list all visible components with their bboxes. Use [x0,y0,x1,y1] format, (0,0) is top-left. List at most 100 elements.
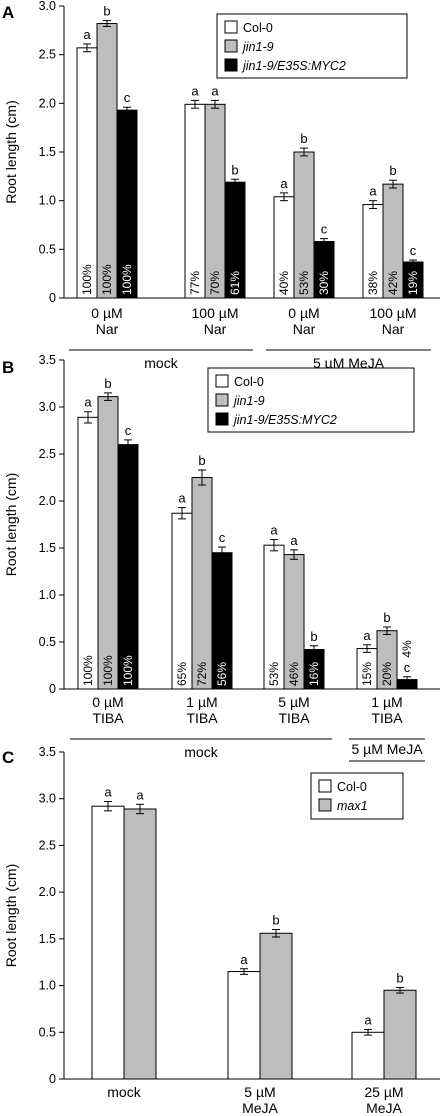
x-category-label: 0 µM [92,694,123,710]
y-axis-label: Root length (cm) [3,473,19,576]
bar [96,23,118,299]
y-tick-label: 2.0 [39,494,56,508]
legend-swatch [224,39,238,53]
y-axis-label: Root length (cm) [3,864,19,967]
percentage-label: 40% [277,271,291,295]
y-tick-label: 2.0 [39,885,56,899]
bar [123,808,157,1080]
panel-b: B 0 0.5 1.0 1.5 2.0 2.5 3.0 3.5 Root length (cm) a… [2,353,440,762]
legend-swatch [215,374,229,388]
panel-label: B [2,358,14,377]
bar [227,971,261,1080]
legend-swatch [215,393,229,407]
group-label: mock [144,355,178,371]
significance-letter: a [84,395,92,410]
y-tick-label: 2.5 [39,447,56,461]
bar [77,416,99,690]
x-category-label: MeJA [366,1100,402,1116]
legend-box [207,367,415,433]
percentage-label: 77% [188,271,202,295]
percentage-label: 38% [366,271,380,295]
significance-letter: a [280,176,288,191]
y-tick-label: 0.5 [39,242,56,256]
percentage-label: 70% [208,271,222,295]
legend-swatch [215,412,229,426]
legend-swatch [224,58,238,72]
y-tick-label: 2.5 [39,838,56,852]
y-tick-label: 2.5 [39,48,56,62]
significance-letter: a [290,533,298,548]
legend-label: jin1-9/E35S:MYC2 [232,413,337,427]
percentage-label: 56% [215,662,229,686]
legend-label: jin1-9 [232,394,265,408]
significance-letter: b [272,913,279,928]
panel-a: A 0 0.5 1.0 1.5 2.0 2.5 3.0 Root length (cm) a 100… [2,0,440,371]
bar [184,103,206,299]
legend-swatch [318,798,332,812]
percentage-label: 65% [175,662,189,686]
x-category-label: 0 µM [91,305,122,321]
x-category-label: Nar [382,321,405,337]
x-category-label: 1 µM [186,694,217,710]
y-tick-label: 0 [49,291,56,305]
significance-letter: a [104,785,112,800]
significance-letter: b [300,131,307,146]
percentage-label: 53% [297,271,311,295]
y-tick-label: 2.0 [39,96,56,110]
percentage-label: 100% [100,264,114,295]
x-category-label: TIBA [92,710,124,726]
legend-label: jin1-9/E35S:MYC2 [241,59,346,73]
y-axis-label: Root length (cm) [3,100,19,203]
significance-letter: c [404,660,411,675]
x-category-label: TIBA [186,710,218,726]
percentage-label: 4% [400,640,414,658]
y-tick-label: 3.5 [39,745,56,759]
significance-letter: c [321,222,328,237]
y-tick-label: 0.5 [39,635,56,649]
x-category-label: TIBA [371,710,403,726]
legend-label: Col-0 [243,21,273,35]
x-category-label: 25 µM [364,1084,403,1100]
significance-letter: a [270,523,278,538]
significance-letter: a [191,83,199,98]
percentage-label: 19% [406,271,420,295]
y-tick-label: 1.0 [39,979,56,993]
significance-letter: a [136,787,144,802]
significance-letter: a [178,491,186,506]
x-category-label: mock [107,1084,141,1100]
significance-letter: b [383,610,390,625]
legend: Col-0 jin1-9 jin1-9/E35S:MYC2 [207,367,415,433]
group-label: mock [184,744,218,760]
bar [191,477,213,690]
significance-letter: b [198,453,205,468]
significance-letter: a [369,184,377,199]
y-tick-label: 0 [49,1072,56,1086]
x-category-label: 5 µM [244,1084,275,1100]
significance-letter: b [103,4,110,19]
y-tick-label: 1.5 [39,932,56,946]
significance-letter: c [410,243,417,258]
x-category-label: 0 µM [288,305,319,321]
significance-letter: b [104,376,111,391]
legend-box [216,13,408,79]
bar [204,103,226,299]
bar [117,444,139,690]
x-category-label: Nar [96,321,119,337]
significance-letter: a [83,27,91,42]
bar [91,805,125,1080]
y-tick-label: 1.0 [39,588,56,602]
x-category-label: 5 µM [278,694,309,710]
y-tick-label: 1.5 [39,145,56,159]
percentage-label: 46% [287,662,301,686]
bar [259,932,293,1080]
y-tick-label: 1.5 [39,541,56,555]
panel-c: C 0 0.5 1.0 1.5 2.0 2.5 3.0 3.5 Root length (cm) a… [2,745,440,1116]
percentage-label: 100% [101,655,115,686]
x-category-label: TIBA [278,710,310,726]
legend-label: max1 [337,799,368,813]
significance-letter: a [363,628,371,643]
significance-letter: b [389,163,396,178]
significance-letter: c [124,90,131,105]
bar [351,1031,385,1080]
